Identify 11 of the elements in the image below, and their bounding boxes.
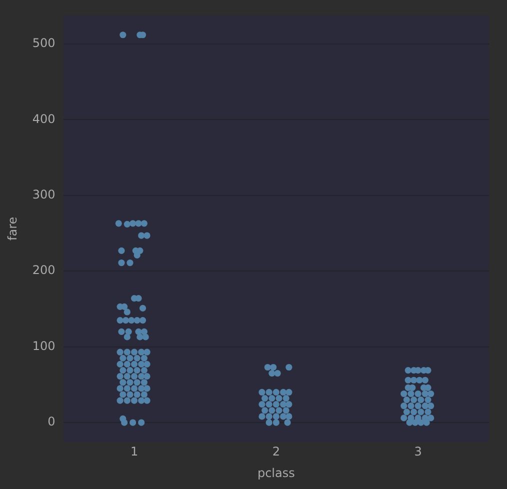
x-tick-label: 1 [130, 444, 138, 459]
x-tick-label: 3 [414, 444, 422, 459]
x-axis-title: pclass [257, 466, 295, 480]
y-tick-label: 500 [32, 36, 56, 50]
y-tick-label: 0 [48, 414, 56, 429]
y-tick-label: 300 [32, 188, 56, 202]
y-tick-label: 100 [32, 338, 56, 353]
x-tick-label: 2 [272, 444, 280, 459]
y-axis-title: fare [5, 216, 20, 241]
y-tick-label: 200 [32, 263, 56, 278]
y-tick-label: 400 [32, 112, 56, 126]
